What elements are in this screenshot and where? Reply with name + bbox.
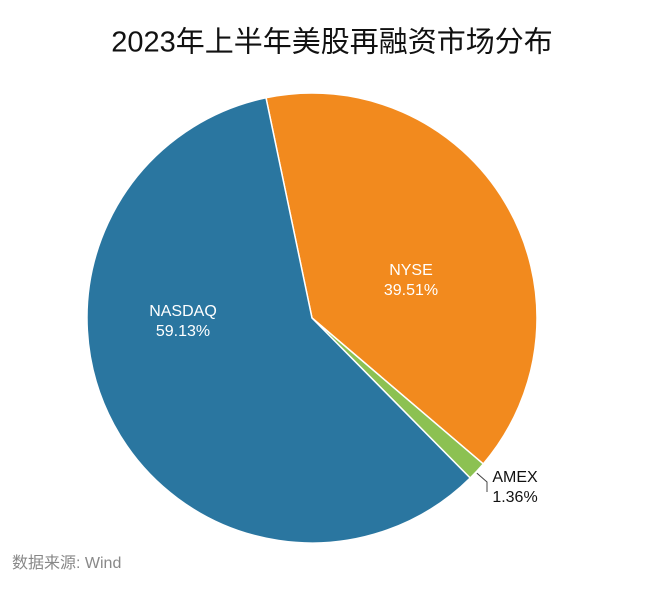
source-note: 数据来源: Wind [12,554,121,572]
leader-line [476,472,488,492]
slice-label: AMEX [492,469,538,486]
slice-label: NASDAQ [149,303,217,320]
slice-value-label: 59.13% [156,323,210,340]
pie-slice [86,96,472,544]
chart-title: 2023年上半年美股再融资市场分布 [111,26,553,59]
slice-label: NYSE [389,262,433,279]
pie-slice [265,92,538,465]
slice-value-label: 1.36% [492,489,537,506]
slice-value-label: 39.51% [384,282,438,299]
